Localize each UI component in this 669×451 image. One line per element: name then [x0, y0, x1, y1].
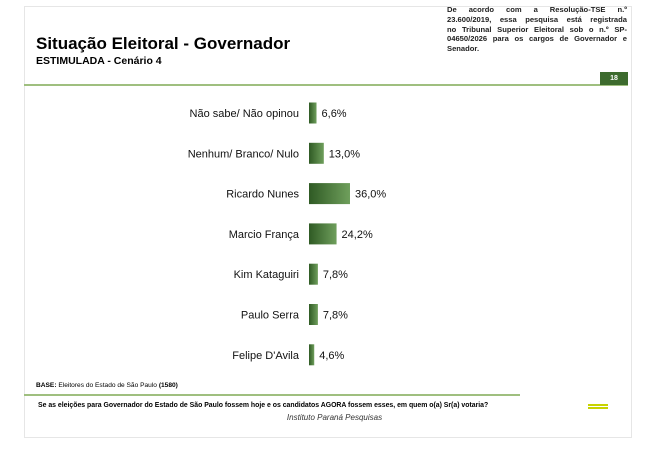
base-text: Eleitores do Estado de São Paulo — [58, 382, 157, 389]
value-label: 6,6% — [322, 108, 347, 120]
value-label: 7,8% — [323, 269, 348, 281]
category-label: Ricardo Nunes — [226, 189, 299, 201]
registration-note-line: 23.600/2019, essa pesquisa está registra… — [447, 14, 627, 24]
bar — [309, 304, 318, 325]
base-label: BASE: — [36, 382, 57, 389]
value-label: 4,6% — [319, 350, 344, 362]
category-label: Felipe D'Avila — [232, 350, 300, 362]
registration-note-line: 04650/2026 para os cargos de Governador … — [447, 34, 627, 44]
bar — [309, 263, 318, 285]
registration-note: De acordo com a Resolução-TSE n.º 23.600… — [447, 5, 627, 67]
bar — [309, 142, 324, 164]
source-credit: Instituto Paraná Pesquisas — [286, 413, 383, 422]
base-note: BASE: Eleitores do Estado de São Paulo (… — [36, 382, 178, 389]
value-label: 7,8% — [323, 310, 348, 322]
category-label: Marcio França — [229, 229, 300, 241]
brand-logo-mark — [588, 404, 608, 410]
bar — [309, 223, 337, 245]
base-count: (1580) — [158, 382, 178, 389]
slide-frame — [24, 6, 632, 438]
chart-marks-group: Não sabe/ Não opinou 6,6% Nenhum/ Branco/ … — [188, 102, 386, 366]
page-title: Situação Eleitoral - Governador — [36, 34, 291, 53]
registration-note-line: no Tribunal Superior Eleitoral sob o n.º… — [447, 24, 627, 34]
bar — [309, 183, 350, 205]
category-label: Não sabe/ Não opinou — [190, 108, 299, 120]
category-label: Paulo Serra — [241, 310, 300, 322]
survey-question: Se as eleições para Governador do Estado… — [38, 402, 489, 409]
category-label: Nenhum/ Branco/ Nulo — [188, 148, 299, 160]
registration-note-line: De acordo com a Resolução-TSE n.º — [447, 5, 627, 14]
page-number-badge: 18 — [600, 72, 628, 85]
footer-divider — [24, 394, 520, 396]
value-label: 24,2% — [342, 229, 373, 241]
value-label: 13,0% — [329, 148, 360, 160]
bar — [309, 102, 317, 124]
value-label: 36,0% — [355, 189, 386, 201]
page-subtitle: ESTIMULADA - Cenário 4 — [36, 55, 162, 67]
header-divider — [24, 84, 628, 86]
category-label: Kim Kataguiri — [234, 269, 299, 281]
registration-note-line: Senador. — [447, 44, 480, 54]
bar — [309, 344, 315, 366]
